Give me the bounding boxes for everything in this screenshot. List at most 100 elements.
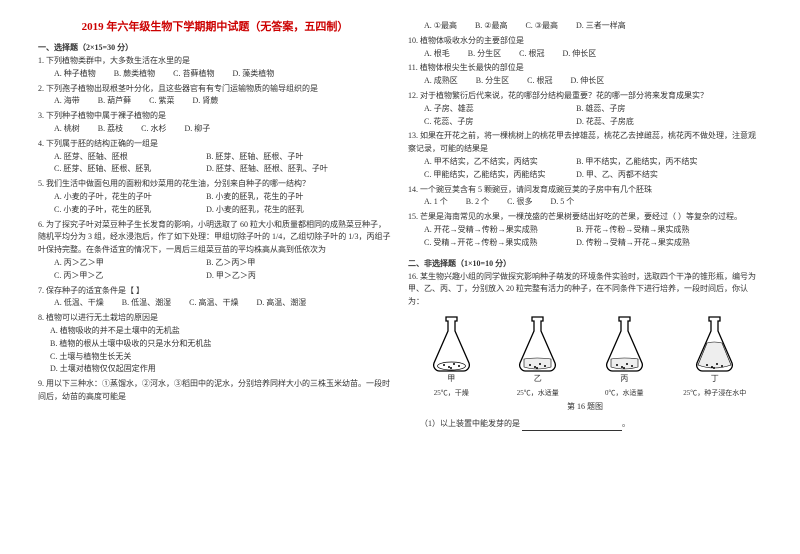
flask-icon	[687, 315, 742, 375]
q4-opt-a: A. 胚芽、胚轴、胚根	[54, 151, 206, 164]
q13-opt-b: B. 甲不结实，乙能结实，丙不结实	[576, 156, 728, 169]
q2-opt-d: D. 肾蕨	[192, 95, 218, 108]
question-14: 14. 一个豌豆荚含有 5 颗豌豆，请问发育成豌豆荚的子房中有几个胚珠 A. 1…	[408, 184, 762, 210]
section-2-head: 二、非选择题（1×10=10 分）	[408, 258, 762, 269]
q12-opt-a: A. 子房、雄蕊	[424, 103, 576, 116]
q7-opt-d: D. 高温、潮湿	[256, 297, 306, 310]
q1-opt-a: A. 种子植物	[54, 68, 96, 81]
q6-options: A. 丙＞乙＞甲 B. 乙＞丙＞甲 C. 丙＞甲＞乙 D. 甲＞乙＞丙	[38, 257, 392, 283]
question-1: 1. 下列植物类群中，大多数生活在水里的是 A. 种子植物 B. 蕨类植物 C.…	[38, 55, 392, 81]
q7-opt-a: A. 低温、干燥	[54, 297, 104, 310]
q14-options: A. 1 个 B. 2 个 C. 很多 D. 5 个	[408, 196, 762, 209]
q11-opt-a: A. 成熟区	[424, 75, 458, 88]
question-4: 4. 下列属于胚的结构正确的一组是 A. 胚芽、胚轴、胚根 B. 胚芽、胚轴、胚…	[38, 138, 392, 176]
q16-stem: 16. 某生物兴趣小组的同学做探究影响种子萌发的环境条件实验时，选取四个干净的锥…	[408, 271, 762, 309]
q10-opt-d: D. 伸长区	[562, 48, 596, 61]
q8-opt-c: C. 土壤与植物生长无关	[50, 351, 392, 364]
question-2: 2. 下列孢子植物出现根茎叶分化，且这些器官有有专门运输物质的输导组织的是 A.…	[38, 83, 392, 109]
q8-opt-b: B. 植物的根从土壤中吸收的只是水分和无机盐	[50, 338, 392, 351]
q4-opt-b: B. 胚芽、胚轴、胚根、子叶	[206, 151, 358, 164]
question-11: 11. 植物体根尖生长最快的部位是 A. 成熟区 B. 分生区 C. 根冠 D.…	[408, 62, 762, 88]
q11-options: A. 成熟区 B. 分生区 C. 根冠 D. 伸长区	[408, 75, 762, 88]
section-1-head: 一、选择题（2×15=30 分）	[38, 42, 392, 53]
q3-opt-d: D. 柳子	[184, 123, 210, 136]
q3-opt-c: C. 水杉	[141, 123, 166, 136]
question-15: 15. 芒果是海南常见的水果，一棵茂盛的芒果树要结出好吃的芒果，要经过（ ）等复…	[408, 211, 762, 249]
q12-stem: 12. 对于植物繁衍后代来说，花的哪部分结构最重要？花的哪一部分将来发育成果实？	[408, 90, 762, 103]
flask-b-label: 乙	[534, 373, 542, 386]
q8-options: A. 植物吸收的并不是土壤中的无机盐 B. 植物的根从土壤中吸收的只是水分和无机…	[38, 325, 392, 376]
q4-opt-d: D. 胚芽、胚轴、胚根、胚乳、子叶	[206, 163, 358, 176]
q8-opt-d: D. 土壤对植物仅仅起固定作用	[50, 363, 392, 376]
q4-opt-c: C. 胚芽、胚轴、胚根、胚乳	[54, 163, 206, 176]
q10-opt-b: B. 分生区	[468, 48, 501, 61]
q5-opt-c: C. 小麦的子叶，花生的胚乳	[54, 204, 206, 217]
flask-b: 乙 25℃，水适量	[510, 315, 565, 399]
q14-stem: 14. 一个豌豆荚含有 5 颗豌豆，请问发育成豌豆荚的子房中有几个胚珠	[408, 184, 762, 197]
q13-opt-d: D. 甲、乙、丙都不结实	[576, 169, 728, 182]
q13-opt-a: A. 甲不结实，乙不结实，丙结实	[424, 156, 576, 169]
flask-c: 丙 0℃，水适量	[597, 315, 652, 399]
flask-d-label: 丁	[711, 373, 719, 386]
q16-sub1-wrap: （1）以上装置中能发芽的是 。	[408, 418, 762, 431]
flask-icon	[597, 315, 652, 375]
q5-opt-a: A. 小麦的子叶，花生的子叶	[54, 191, 206, 204]
q7-options: A. 低温、干燥 B. 低温、潮湿 C. 高温、干燥 D. 高温、潮湿	[38, 297, 392, 310]
flask-c-label: 丙	[620, 373, 628, 386]
flask-a: 甲 25℃，干燥	[424, 315, 479, 399]
q9-opt-c: C. ③最高	[525, 20, 558, 33]
q11-opt-d: D. 伸长区	[570, 75, 604, 88]
question-8: 8. 植物可以进行无土栽培的原因是 A. 植物吸收的并不是土壤中的无机盐 B. …	[38, 312, 392, 376]
q4-stem: 4. 下列属于胚的结构正确的一组是	[38, 138, 392, 151]
question-5: 5. 我们生活中做面包用的面粉和炒菜用的花生油，分别来自种子的哪一结构？ A. …	[38, 178, 392, 216]
flask-icon	[424, 315, 479, 375]
q3-opt-b: B. 荔枝	[98, 123, 123, 136]
q6-stem: 6. 为了探究子叶对菜豆种子生长发育的影响，小明选取了 60 粒大小和质量都相同…	[38, 219, 392, 257]
q13-opt-c: C. 甲能结实，乙能结实，丙能结实	[424, 169, 576, 182]
flask-icon	[510, 315, 565, 375]
flask-a-label: 甲	[447, 373, 455, 386]
q9-opt-a: A. ①最高	[424, 20, 457, 33]
q5-options: A. 小麦的子叶，花生的子叶 B. 小麦的胚乳，花生的子叶 C. 小麦的子叶，花…	[38, 191, 392, 217]
q10-opt-a: A. 根毛	[424, 48, 450, 61]
q2-opt-a: A. 海带	[54, 95, 80, 108]
question-10: 10. 植物体吸收水分的主要部位是 A. 根毛 B. 分生区 C. 根冠 D. …	[408, 35, 762, 61]
q6-opt-b: B. 乙＞丙＞甲	[206, 257, 358, 270]
q3-options: A. 桃树 B. 荔枝 C. 水杉 D. 柳子	[38, 123, 392, 136]
question-3: 3. 下列种子植物中属于裸子植物的是 A. 桃树 B. 荔枝 C. 水杉 D. …	[38, 110, 392, 136]
q2-opt-b: B. 葫芦藓	[98, 95, 131, 108]
q12-options: A. 子房、雄蕊 B. 雄蕊、子房 C. 花蕊、子房 D. 花蕊、子房底	[408, 103, 762, 129]
left-column: 2019 年六年级生物下学期期中试题（无答案，五四制） 一、选择题（2×15=3…	[30, 18, 400, 544]
q10-opt-c: C. 根冠	[519, 48, 544, 61]
q12-opt-b: B. 雄蕊、子房	[576, 103, 728, 116]
q2-stem: 2. 下列孢子植物出现根茎叶分化，且这些器官有有专门运输物质的输导组织的是	[38, 83, 392, 96]
q2-options: A. 海带 B. 葫芦藓 C. 紫菜 D. 肾蕨	[38, 95, 392, 108]
q6-opt-c: C. 丙＞甲＞乙	[54, 270, 206, 283]
question-13: 13. 如果在开花之前，将一棵桃树上的桃花甲去掉雄蕊，桃花乙去掉雌蕊，桃花丙不做…	[408, 130, 762, 181]
q12-opt-d: D. 花蕊、子房底	[576, 116, 728, 129]
q4-options: A. 胚芽、胚轴、胚根 B. 胚芽、胚轴、胚根、子叶 C. 胚芽、胚轴、胚根、胚…	[38, 151, 392, 177]
q5-opt-b: B. 小麦的胚乳，花生的子叶	[206, 191, 358, 204]
q5-stem: 5. 我们生活中做面包用的面粉和炒菜用的花生油，分别来自种子的哪一结构？	[38, 178, 392, 191]
q10-options: A. 根毛 B. 分生区 C. 根冠 D. 伸长区	[408, 48, 762, 61]
q10-stem: 10. 植物体吸收水分的主要部位是	[408, 35, 762, 48]
q12-opt-c: C. 花蕊、子房	[424, 116, 576, 129]
q1-stem: 1. 下列植物类群中，大多数生活在水里的是	[38, 55, 392, 68]
q13-stem: 13. 如果在开花之前，将一棵桃树上的桃花甲去掉雄蕊，桃花乙去掉雌蕊，桃花丙不做…	[408, 130, 762, 156]
q5-opt-d: D. 小麦的胚乳，花生的胚乳	[206, 204, 358, 217]
q15-opt-c: C. 受精→开花→传粉→果实成熟	[424, 237, 576, 250]
flask-diagram: 甲 25℃，干燥 乙 25℃，水适量 丙 0℃，水适量	[408, 315, 762, 399]
q3-stem: 3. 下列种子植物中属于裸子植物的是	[38, 110, 392, 123]
q14-opt-c: C. 很多	[507, 196, 532, 209]
q9-stem: 9. 用以下三种水：①蒸馏水，②河水，③稻田中的泥水，分别培养同样大小的三株玉米…	[38, 378, 392, 404]
q11-opt-b: B. 分生区	[476, 75, 509, 88]
q1-opt-d: D. 藻类植物	[232, 68, 274, 81]
question-12: 12. 对于植物繁衍后代来说，花的哪部分结构最重要？花的哪一部分将来发育成果实？…	[408, 90, 762, 128]
q15-options: A. 开花→受精→传粉→果实成熟 B. 开花→传粉→受精→果实成熟 C. 受精→…	[408, 224, 762, 250]
question-9-opts: A. ①最高 B. ②最高 C. ③最高 D. 三者一样高	[408, 20, 762, 33]
question-7: 7. 保存种子的适宜条件是【 】 A. 低温、干燥 B. 低温、潮湿 C. 高温…	[38, 285, 392, 311]
q15-opt-d: D. 传粉→受精→开花→果实成熟	[576, 237, 728, 250]
q2-opt-c: C. 紫菜	[149, 95, 174, 108]
q9-opt-b: B. ②最高	[475, 20, 508, 33]
q6-opt-a: A. 丙＞乙＞甲	[54, 257, 206, 270]
